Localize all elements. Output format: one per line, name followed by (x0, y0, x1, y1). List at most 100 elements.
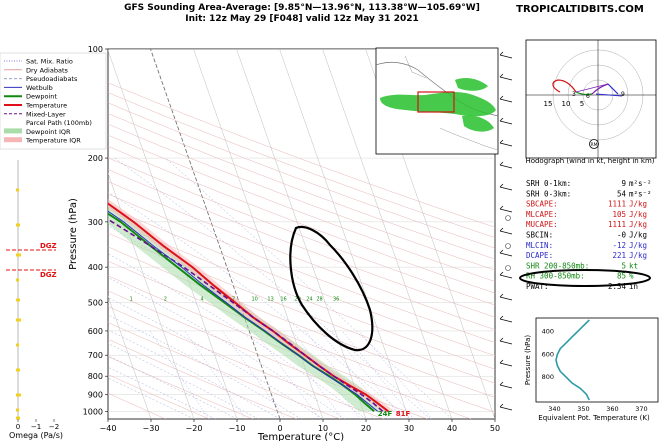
hodograph-height-label: 3 (572, 91, 576, 98)
theta-e-x-tick: 350 (577, 405, 589, 413)
index-key: SBCAPE: (526, 200, 558, 209)
wind-barb (500, 404, 512, 410)
hodograph-ring-label: 10 (562, 100, 571, 108)
dgz-label: DGZ (40, 242, 57, 250)
wind-barb (500, 294, 512, 300)
y-tick-label: 1000 (83, 407, 103, 416)
omega-marker (16, 319, 21, 322)
index-unit: J/kg (629, 220, 647, 229)
y-axis-label: Pressure (hPa) (68, 198, 79, 270)
omega-marker (16, 254, 21, 257)
omega-marker (16, 189, 19, 192)
x-tick-label: 30 (404, 424, 414, 433)
index-value: 221 (612, 251, 626, 260)
y-tick-label: 800 (88, 372, 103, 381)
x-tick-label: −30 (143, 424, 160, 433)
y-tick-label: 200 (88, 154, 103, 163)
legend-label: Mixed-Layer (26, 110, 66, 118)
x-tick-label: −40 (100, 424, 117, 433)
hodograph-ring-label: 5 (580, 100, 584, 108)
index-unit: J/kg (629, 210, 647, 219)
x-tick-label: −20 (186, 424, 203, 433)
index-value: 85 (617, 272, 626, 281)
mixing-ratio-label: 10 (251, 296, 257, 302)
y-tick-label: 500 (88, 298, 103, 307)
mixing-ratio-label: 2 (164, 296, 167, 302)
y-tick-label: 300 (88, 218, 103, 227)
wind-barb (500, 250, 512, 256)
y-tick-label: 600 (88, 327, 103, 336)
theta-e-xlabel: Equivalent Pot. Temperature (K) (538, 414, 650, 422)
index-key: SBCIN: (526, 231, 553, 240)
omega-axis-label: Omega (Pa/s) (9, 431, 63, 440)
inset-map (376, 48, 498, 154)
index-unit: m²s⁻² (629, 189, 652, 198)
mixing-ratio-label: 1 (130, 296, 133, 302)
x-tick-label: −10 (229, 424, 246, 433)
index-unit: m²s⁻² (629, 179, 652, 188)
omega-tick-label: −1 (31, 423, 41, 431)
wind-barb (500, 228, 512, 234)
wind-barb (500, 360, 512, 366)
index-key: MLCAPE: (526, 210, 558, 219)
hodograph-ring-label: 15 (544, 100, 553, 108)
wind-barb (500, 52, 512, 58)
wind-barb (500, 206, 512, 212)
index-key: DCAPE: (526, 251, 553, 260)
index-value: 2.34 (608, 282, 627, 291)
theta-e-y-tick: 400 (542, 327, 554, 335)
x-tick-label: 40 (447, 424, 457, 433)
x-tick-label: 20 (361, 424, 371, 433)
legend-label: Temperature (25, 102, 67, 110)
theta-e-x-tick: 370 (635, 405, 647, 413)
mixing-ratio-label: 16 (280, 296, 286, 302)
omega-tick-label: 0 (16, 423, 20, 431)
marker-circle (506, 266, 511, 271)
omega-tick-label: −2 (49, 423, 59, 431)
mixing-ratio-label: 13 (267, 296, 273, 302)
wind-barb (500, 316, 512, 322)
index-value: 105 (612, 210, 626, 219)
omega-marker (16, 279, 19, 282)
legend-swatch (4, 128, 22, 133)
omega-marker (16, 224, 20, 227)
index-unit: J/kg (629, 241, 647, 250)
mixing-ratio-label: 36 (333, 296, 339, 302)
legend-label: Temperature IQR (25, 137, 81, 145)
index-value: 54 (617, 189, 627, 198)
legend-swatch (4, 137, 22, 142)
index-unit: J/kg (629, 251, 647, 260)
index-unit: J/kg (629, 231, 647, 240)
omega-marker (16, 369, 20, 372)
theta-e-y-tick: 800 (542, 373, 554, 381)
wind-barb (500, 272, 512, 278)
theta-e-y-tick: 600 (542, 350, 554, 358)
theta-e-x-tick: 360 (606, 405, 618, 413)
chart-title: GFS Sounding Area-Average: [9.85°N—13.96… (124, 3, 480, 13)
wind-barb (500, 118, 512, 124)
hodograph-height-label: 9 (621, 91, 625, 98)
y-tick-label: 400 (88, 263, 103, 272)
mixing-ratio-label: 28 (316, 296, 322, 302)
index-key: MLCIN: (526, 241, 553, 250)
hodograph-rm-label: RM (590, 142, 597, 148)
y-tick-label: 100 (88, 45, 103, 54)
theta-e-x-tick: 340 (548, 405, 560, 413)
hodograph-height-label: 6 (586, 93, 590, 100)
wind-barb (500, 96, 512, 102)
mixing-ratio-label: 4 (200, 296, 203, 302)
index-value: 9 (621, 179, 626, 188)
theta-e-ylabel: Pressure (hPa) (524, 335, 532, 385)
chart-subtitle: Init: 12z May 29 [F048] valid 12z May 31… (185, 14, 419, 24)
omega-marker (16, 409, 19, 412)
index-value: 5 (621, 261, 626, 270)
site-label: TROPICALTIDBITS.COM (516, 4, 644, 15)
wind-barb (500, 74, 512, 80)
legend-label: Sat. Mix. Ratio (26, 58, 73, 66)
wind-barb (500, 338, 512, 344)
index-unit: J/kg (629, 200, 647, 209)
